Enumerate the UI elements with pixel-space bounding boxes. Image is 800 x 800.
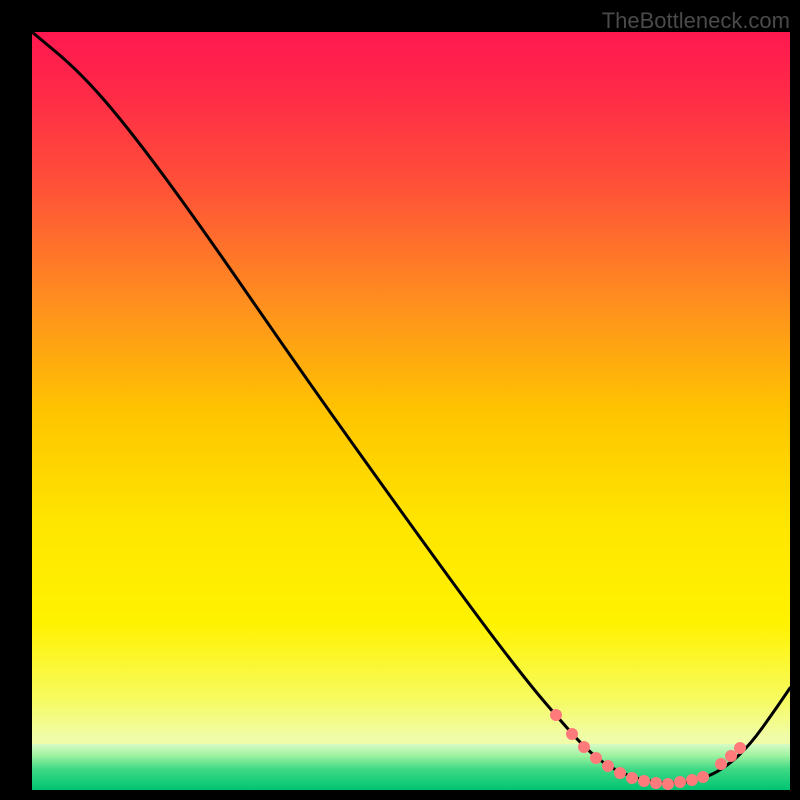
watermark-text: TheBottleneck.com (602, 8, 790, 34)
bottom-green-band (32, 744, 790, 790)
plot-gradient-background (32, 32, 790, 790)
chart-stage: TheBottleneck.com (0, 0, 800, 800)
